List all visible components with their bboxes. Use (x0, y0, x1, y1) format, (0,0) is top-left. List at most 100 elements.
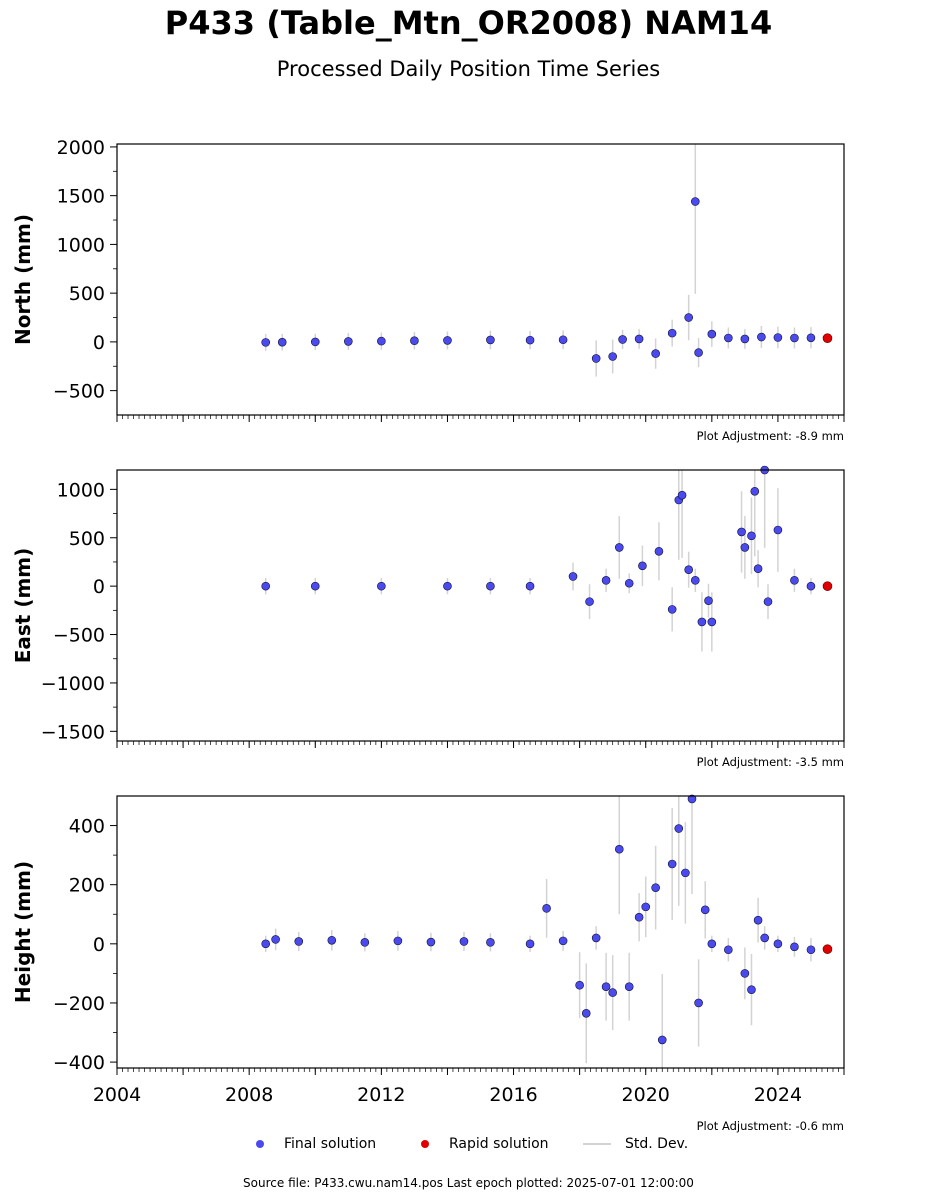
final-solution-point (806, 945, 816, 955)
final-solution-point (700, 905, 710, 915)
x-tick-label: 2004 (93, 1084, 141, 1106)
x-tick-label: 2020 (622, 1084, 670, 1106)
rapid-solution-point (822, 333, 833, 343)
final-solution-point (697, 617, 707, 627)
final-solution-point (486, 581, 495, 591)
plot-frame (116, 469, 845, 742)
y-tick-label: −200 (53, 993, 105, 1015)
x-tick-label: 2024 (754, 1084, 802, 1106)
final-solution-point (684, 313, 693, 322)
final-solution-point (591, 933, 601, 943)
final-solution-point (585, 597, 594, 606)
final-solution-point (704, 596, 713, 605)
final-solution-point (614, 543, 624, 552)
final-solution-point (760, 933, 769, 943)
x-tick-label: 2008 (225, 1084, 273, 1106)
final-solution-point (634, 912, 644, 922)
y-tick-label: 400 (69, 816, 105, 838)
final-solution-point (525, 581, 535, 591)
x-tick-label: 2016 (489, 1084, 537, 1106)
final-solution-point (443, 581, 452, 591)
y-tick-label: 1000 (57, 479, 105, 501)
plot-adjustment-note: Plot Adjustment: -0.6 mm (697, 1119, 844, 1133)
final-solution-point (344, 337, 353, 346)
final-solution-point (694, 348, 703, 357)
y-tick-label: 0 (93, 576, 105, 598)
panel-3: −400 −200 0 200 400 2004 2008 2012 2016 2020 2024 H… (11, 794, 845, 1133)
final-solution-point (773, 525, 783, 535)
final-solution-point (747, 531, 756, 541)
legend-stddev: Std. Dev. (583, 1136, 688, 1152)
final-solution-point (724, 333, 733, 343)
final-solution-point (747, 985, 756, 994)
final-solution-point (806, 581, 816, 591)
final-solution-point (667, 859, 677, 869)
final-solution-point (261, 939, 271, 949)
plot-frame (116, 143, 845, 416)
final-solution-point (601, 982, 611, 991)
legend-rapid: Rapid solution (421, 1136, 549, 1152)
final-solution-point (687, 794, 697, 804)
final-solution-point (634, 334, 644, 344)
final-solution-point (558, 936, 568, 946)
y-tick-label: 1000 (57, 234, 105, 256)
final-solution-point (790, 333, 799, 343)
y-tick-label: −400 (53, 1052, 105, 1074)
final-solution-point (261, 581, 271, 591)
y-axis-label: North (mm) (11, 214, 35, 345)
final-solution-point (790, 576, 799, 585)
panel-1: −500 0 500 1000 1500 2000 North (mm) Plot Adjus… (11, 137, 845, 443)
final-solution-point (261, 338, 271, 347)
y-axis-label: Height (mm) (11, 861, 35, 1003)
final-solution-point (614, 844, 624, 854)
final-solution-point (638, 561, 647, 571)
final-solution-point (568, 572, 578, 581)
final-solution-point (740, 543, 750, 552)
y-tick-label: 200 (69, 875, 105, 897)
chart-subtitle: Processed Daily Position Time Series (276, 57, 661, 81)
final-solution-point (608, 988, 617, 997)
y-axis-label: East (mm) (11, 548, 35, 664)
y-tick-label: 0 (93, 934, 105, 956)
final-solution-point (667, 605, 677, 614)
final-solution-point (271, 935, 280, 944)
legend-final: Final solution (256, 1136, 376, 1152)
final-solution-point (750, 486, 760, 496)
final-solution-point (707, 617, 717, 627)
final-solution-point (310, 581, 320, 591)
rapid-solution-point (822, 581, 833, 591)
final-solution-point (694, 998, 703, 1008)
final-solution-point (575, 980, 584, 990)
final-solution-point (753, 564, 763, 574)
final-solution-point (740, 969, 750, 978)
final-solution-point (618, 335, 627, 344)
y-tick-label: 500 (69, 283, 105, 305)
final-solution-point (707, 939, 717, 949)
final-solution-point (591, 354, 601, 363)
rapid-solution-point (822, 944, 833, 954)
y-tick-label: −1500 (41, 721, 105, 743)
final-solution-point (806, 333, 816, 343)
legend-final-label: Final solution (284, 1136, 377, 1152)
panel-2: −1500 −1000 −500 0 500 1000 East (mm) Plot Adju… (11, 465, 845, 769)
final-solution-point (426, 937, 436, 947)
y-tick-label: −500 (53, 625, 105, 647)
final-solution-point (690, 197, 700, 206)
final-solution-point (681, 868, 690, 878)
std-dev-line-icon (583, 1143, 611, 1145)
rapid-solution-marker-icon (421, 1140, 429, 1148)
final-solution-point (790, 942, 799, 952)
final-solution-point (542, 904, 551, 913)
final-solution-point (410, 336, 419, 346)
final-solution-point (294, 937, 304, 946)
final-solution-point (651, 349, 660, 358)
final-solution-point (377, 581, 386, 591)
final-solution-point (486, 938, 495, 947)
final-solution-point (657, 1035, 667, 1045)
plot-adjustment-note: Plot Adjustment: -8.9 mm (697, 429, 844, 443)
plot-adjustment-note: Plot Adjustment: -3.5 mm (697, 755, 844, 769)
legend-stddev-label: Std. Dev. (625, 1136, 689, 1152)
final-solution-point (707, 329, 717, 339)
final-solution-point (608, 352, 617, 361)
y-tick-label: 1500 (57, 186, 105, 208)
